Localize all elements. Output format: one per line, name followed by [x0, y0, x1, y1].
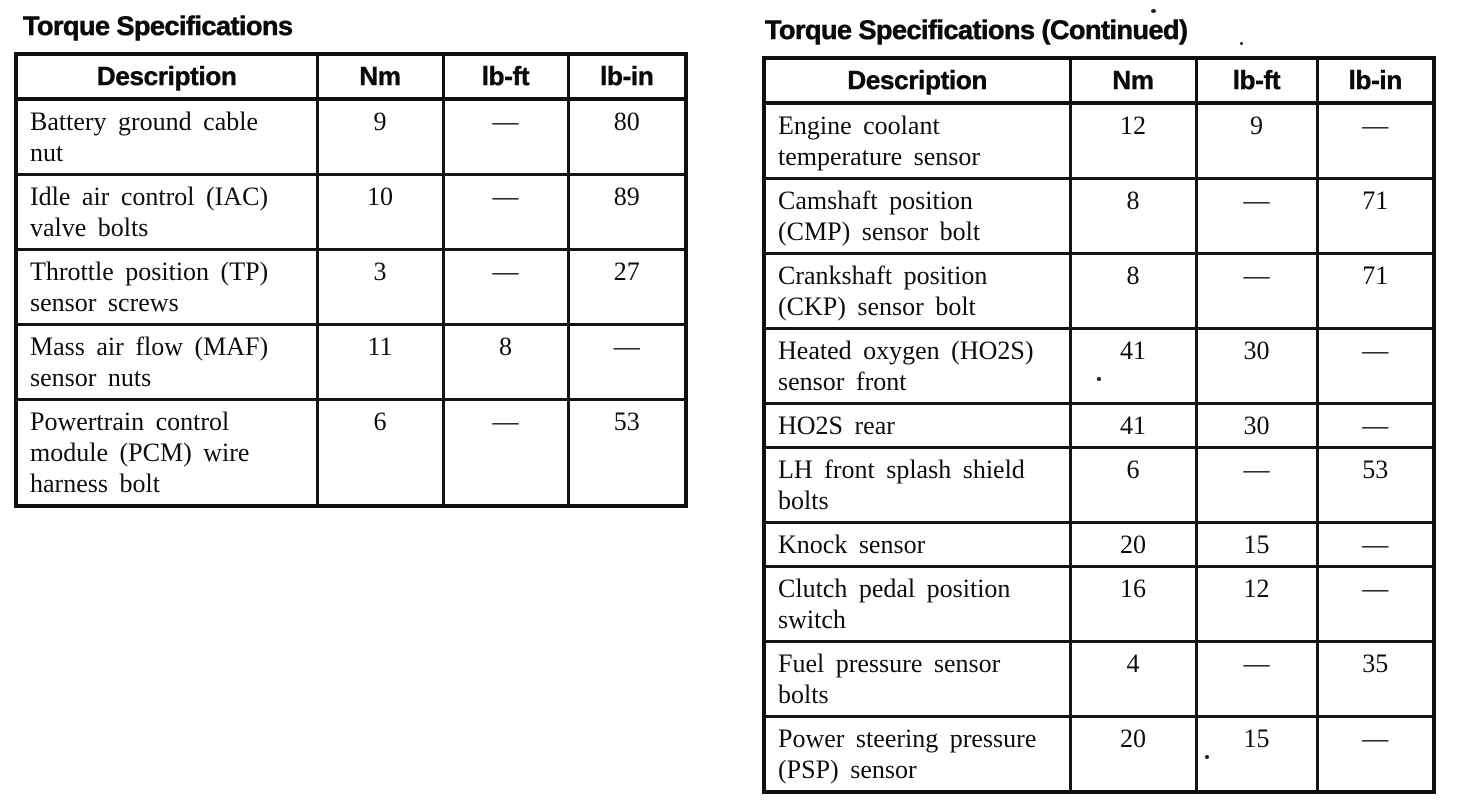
spec-row: Power steering pressure (PSP) sensor 20 15… [762, 715, 1436, 794]
torque-spec-table: Description Nm lb-ft lb-in Battery groun… [14, 52, 688, 508]
nm-value-cell: 10 [315, 173, 445, 251]
lb-ft-value-cell: 30 [1194, 327, 1319, 405]
spec-row: Throttle position (TP) sensor screws 3—27 [14, 248, 688, 326]
nm-value-cell: 41 [1068, 402, 1198, 449]
col-header-lb-in: lb-in [1315, 56, 1436, 105]
description-cell: Knock sensor [762, 521, 1072, 568]
lb-in-value-cell: — [1315, 402, 1436, 449]
lb-in-value-cell: — [1315, 715, 1436, 794]
table-title: Torque Specifications [23, 11, 294, 41]
nm-value-cell: 41 [1068, 327, 1198, 405]
lb-in-value-cell: 35 [1315, 640, 1436, 718]
col-header-description: Description [14, 52, 319, 101]
spec-row: LH front splash shield bolts 6—53 [762, 446, 1436, 524]
description-cell: Engine coolant temperature sensor [762, 101, 1072, 180]
lb-ft-value-cell: 15 [1194, 715, 1319, 794]
description-cell: HO2S rear [762, 402, 1072, 449]
nm-value-cell: 16 [1068, 565, 1198, 643]
lb-ft-value-cell: — [441, 97, 570, 176]
lb-ft-value-cell: — [1194, 177, 1319, 255]
lb-ft-value-cell: — [1194, 446, 1319, 524]
lb-ft-value-cell: 8 [441, 323, 570, 401]
scan-speck [1151, 9, 1156, 13]
torque-spec-section: Torque Specifications Description Nm lb-… [14, 10, 688, 508]
lb-ft-value-cell: — [441, 248, 570, 326]
lb-ft-value-cell: — [1194, 252, 1319, 330]
description-cell: Clutch pedal position switch [762, 565, 1072, 643]
description-cell: Powertrain control module (PCM) wire har… [14, 398, 319, 508]
col-header-lb-ft: lb-ft [441, 52, 570, 101]
description-cell: Heated oxygen (HO2S) sensor front [762, 327, 1072, 405]
nm-value-cell: 12 [1068, 101, 1198, 180]
spec-row: Camshaft position (CMP) sensor bolt 8—71 [762, 177, 1436, 255]
nm-value-cell: 8 [1068, 252, 1198, 330]
scan-speck [1205, 755, 1209, 759]
description-cell: Throttle position (TP) sensor screws [14, 248, 319, 326]
lb-in-value-cell: 53 [1315, 446, 1436, 524]
nm-value-cell: 9 [315, 97, 445, 176]
lb-in-value-cell: — [1315, 565, 1436, 643]
spec-row: Fuel pressure sensor bolts 4—35 [762, 640, 1436, 718]
nm-value-cell: 20 [1068, 715, 1198, 794]
table-header-row: Description Nm lb-ft lb-in [762, 56, 1436, 105]
col-header-lb-ft: lb-ft [1194, 56, 1319, 105]
lb-ft-value-cell: — [1194, 640, 1319, 718]
nm-value-cell: 4 [1068, 640, 1198, 718]
description-cell: Power steering pressure (PSP) sensor [762, 715, 1072, 794]
description-cell: LH front splash shield bolts [762, 446, 1072, 524]
lb-in-value-cell: 71 [1315, 177, 1436, 255]
lb-in-value-cell: 71 [1315, 252, 1436, 330]
col-header-description: Description [762, 56, 1072, 105]
lb-in-value-cell: — [1315, 101, 1436, 180]
lb-in-value-cell: 89 [566, 173, 688, 251]
col-header-lb-in: lb-in [566, 52, 688, 101]
description-cell: Mass air flow (MAF) sensor nuts [14, 323, 319, 401]
description-cell: Idle air control (IAC) valve bolts [14, 173, 319, 251]
lb-ft-value-cell: 15 [1194, 521, 1319, 568]
table-header-row: Description Nm lb-ft lb-in [14, 52, 688, 101]
nm-value-cell: 3 [315, 248, 445, 326]
scan-speck [1097, 377, 1101, 381]
lb-in-value-cell: — [566, 323, 688, 401]
table-title-continued: Torque Specifications (Continued) [765, 15, 1189, 45]
spec-row: Heated oxygen (HO2S) sensor front 41 30— [762, 327, 1436, 405]
spec-row: Mass air flow (MAF) sensor nuts 11 8— [14, 323, 688, 401]
spec-row: Battery ground cable nut 9—80 [14, 97, 688, 176]
spec-row: Idle air control (IAC) valve bolts 10—89 [14, 173, 688, 251]
col-header-nm: Nm [1068, 56, 1198, 105]
spec-row: Knock sensor 20 15— [762, 521, 1436, 568]
nm-value-cell: 6 [315, 398, 445, 508]
lb-in-value-cell: 27 [566, 248, 688, 326]
nm-value-cell: 6 [1068, 446, 1198, 524]
col-header-nm: Nm [315, 52, 445, 101]
lb-in-value-cell: 53 [566, 398, 688, 508]
description-cell: Crankshaft position (CKP) sensor bolt [762, 252, 1072, 330]
torque-spec-continued-section: Torque Specifications (Continued) Descri… [762, 14, 1436, 794]
description-cell: Fuel pressure sensor bolts [762, 640, 1072, 718]
lb-in-value-cell: — [1315, 521, 1436, 568]
scan-speck [1240, 42, 1243, 45]
spec-row: HO2S rear 41 30— [762, 402, 1436, 449]
nm-value-cell: 11 [315, 323, 445, 401]
lb-in-value-cell: 80 [566, 97, 688, 176]
description-cell: Camshaft position (CMP) sensor bolt [762, 177, 1072, 255]
lb-ft-value-cell: 30 [1194, 402, 1319, 449]
lb-in-value-cell: — [1315, 327, 1436, 405]
lb-ft-value-cell: 12 [1194, 565, 1319, 643]
spec-row: Clutch pedal position switch 16 12— [762, 565, 1436, 643]
description-cell: Battery ground cable nut [14, 97, 319, 176]
nm-value-cell: 8 [1068, 177, 1198, 255]
spec-row: Engine coolant temperature sensor 12 9— [762, 101, 1436, 180]
lb-ft-value-cell: — [441, 173, 570, 251]
spec-row: Powertrain control module (PCM) wire har… [14, 398, 688, 508]
spec-row: Crankshaft position (CKP) sensor bolt 8—7… [762, 252, 1436, 330]
torque-spec-table-continued: Description Nm lb-ft lb-in Engine coolan… [762, 56, 1436, 794]
nm-value-cell: 20 [1068, 521, 1198, 568]
lb-ft-value-cell: 9 [1194, 101, 1319, 180]
lb-ft-value-cell: — [441, 398, 570, 508]
